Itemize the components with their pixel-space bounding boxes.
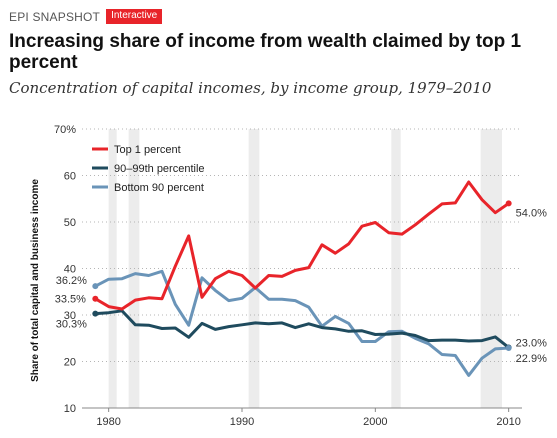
chart-title: Increasing share of income from wealth c… bbox=[9, 31, 522, 73]
x-tick-label-2000: 2000 bbox=[363, 416, 387, 428]
series-line-1 bbox=[95, 309, 510, 349]
y-tick-label-70: 70% bbox=[54, 124, 76, 136]
legend-label-2: Bottom 90 percent bbox=[114, 182, 204, 194]
series-end-point-2 bbox=[505, 345, 512, 352]
series-line-0 bbox=[94, 180, 510, 311]
chart-subtitle: Concentration of capital incomes, by inc… bbox=[9, 79, 492, 97]
y-tick-label-30: 30 bbox=[64, 310, 76, 322]
recession-band-3 bbox=[391, 129, 401, 408]
start-label-0: 33.5% bbox=[55, 294, 86, 306]
start-label-2: 36.2% bbox=[56, 275, 87, 287]
brand-label: EPI SNAPSHOT bbox=[9, 9, 101, 24]
y-tick-label-50: 50 bbox=[64, 217, 76, 229]
y-axis-label: Share of total capital and business inco… bbox=[30, 179, 41, 382]
y-tick-label-40: 40 bbox=[64, 264, 76, 276]
x-tick-label-1990: 1990 bbox=[230, 416, 254, 428]
end-label-0: 54.0% bbox=[516, 207, 547, 219]
end-label-1: 23.0% bbox=[516, 338, 547, 350]
x-tick-label-1980: 1980 bbox=[96, 416, 120, 428]
series-start-point-1 bbox=[92, 310, 99, 317]
series-end-point-0 bbox=[505, 200, 512, 207]
legend-label-0: Top 1 percent bbox=[114, 144, 181, 156]
end-label-2: 22.9% bbox=[516, 353, 547, 365]
series-start-point-2 bbox=[92, 283, 99, 290]
series-line-2 bbox=[94, 269, 509, 377]
x-tick-label-2010: 2010 bbox=[496, 416, 520, 428]
series-start-point-0 bbox=[92, 295, 99, 302]
interactive-badge[interactable]: Interactive bbox=[106, 9, 163, 24]
recession-band-0 bbox=[108, 129, 117, 408]
header: EPI SNAPSHOT Interactive bbox=[9, 9, 163, 24]
y-tick-label-60: 60 bbox=[64, 171, 76, 183]
y-tick-label-20: 20 bbox=[64, 357, 76, 369]
y-tick-label-10: 10 bbox=[64, 403, 76, 415]
legend-label-1: 90–99th percentile bbox=[114, 163, 205, 175]
start-label-1: 30.3% bbox=[56, 319, 87, 331]
